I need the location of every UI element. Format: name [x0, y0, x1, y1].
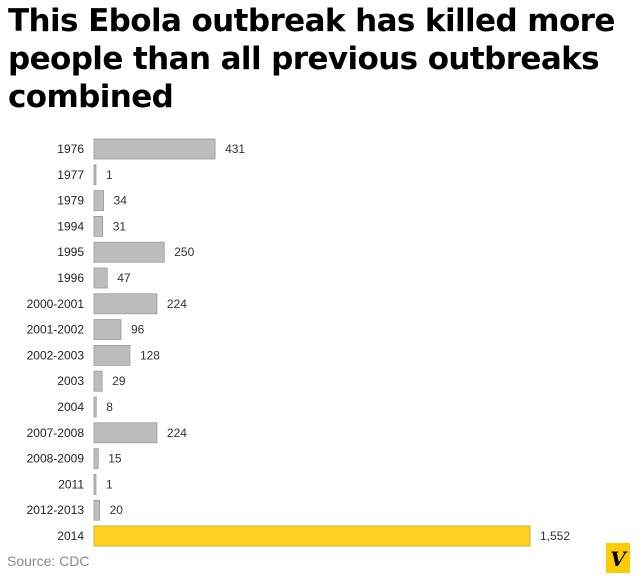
- category-label: 1979: [57, 194, 84, 208]
- category-label: 1977: [57, 168, 84, 182]
- value-label: 250: [174, 245, 194, 259]
- value-label: 29: [112, 374, 126, 388]
- bar: [93, 164, 97, 186]
- category-label: 2004: [57, 400, 84, 414]
- source-note: Source: CDC: [7, 553, 90, 569]
- category-label: 2008-2009: [27, 452, 85, 466]
- category-label: 1994: [57, 219, 84, 233]
- value-label: 224: [167, 297, 187, 311]
- category-label: 1995: [57, 245, 84, 259]
- bar: [93, 267, 108, 289]
- value-label: 1: [106, 168, 113, 182]
- bar: [93, 344, 131, 366]
- category-label: 1996: [57, 271, 84, 285]
- category-label: 2003: [57, 374, 84, 388]
- bar: [93, 525, 531, 547]
- bar: [93, 190, 104, 212]
- category-label: 1976: [57, 142, 84, 156]
- vox-logo-icon: V: [606, 543, 630, 573]
- value-label: 20: [110, 503, 124, 517]
- value-label: 96: [131, 323, 145, 337]
- value-label: 8: [106, 400, 113, 414]
- value-label: 15: [108, 452, 122, 466]
- category-label: 2000-2001: [27, 297, 85, 311]
- category-label: 2014: [57, 529, 84, 543]
- bar: [93, 319, 122, 341]
- bar: [93, 422, 158, 444]
- value-label: 1,552: [540, 529, 570, 543]
- category-label: 2011: [58, 477, 84, 491]
- bar: [93, 396, 97, 418]
- category-label: 2012-2013: [27, 503, 85, 517]
- value-label: 47: [117, 271, 131, 285]
- svg-text:V: V: [610, 547, 628, 571]
- value-label: 34: [114, 194, 128, 208]
- category-label: 2001-2002: [27, 323, 85, 337]
- value-label: 128: [140, 348, 160, 362]
- bar: [93, 215, 104, 237]
- chart-title: This Ebola outbreak has killed more peop…: [8, 3, 615, 115]
- bar: [93, 370, 103, 392]
- bar: [93, 473, 97, 495]
- value-label: 1: [106, 477, 113, 491]
- bar: [93, 448, 99, 470]
- bar: [93, 293, 158, 315]
- value-label: 431: [225, 142, 245, 156]
- bar: [93, 241, 165, 263]
- value-label: 224: [167, 426, 187, 440]
- category-label: 2002-2003: [27, 348, 85, 362]
- bar: [93, 499, 101, 521]
- value-label: 31: [113, 219, 127, 233]
- bar: [93, 138, 216, 160]
- category-label: 2007-2008: [27, 426, 85, 440]
